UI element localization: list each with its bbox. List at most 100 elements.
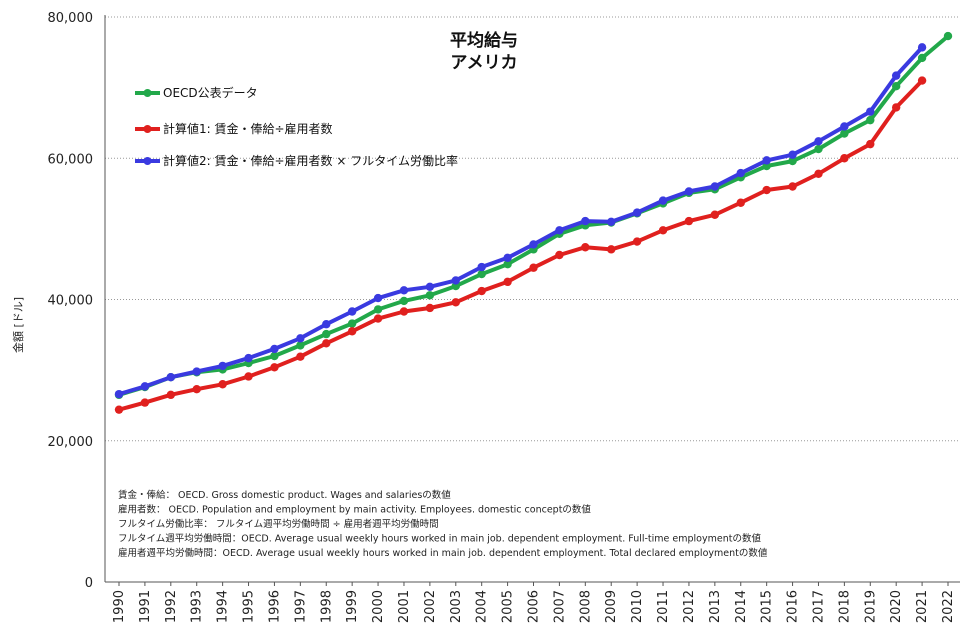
x-tick-label: 2019 xyxy=(863,590,878,623)
data-point-s2 xyxy=(373,314,383,323)
data-point-s1 xyxy=(814,144,823,154)
x-tick-label: 2016 xyxy=(786,590,801,623)
data-point-s3 xyxy=(840,122,849,131)
x-tick-label: 2006 xyxy=(527,590,542,623)
data-point-s3 xyxy=(270,344,279,354)
data-point-s3 xyxy=(529,240,538,249)
data-point-s1 xyxy=(296,341,305,350)
note-line: 雇用者週平均労働時間：OECD. Average usual weekly ho… xyxy=(118,547,768,559)
data-point-s2 xyxy=(632,237,642,246)
x-tick-label: 2007 xyxy=(552,590,567,623)
legend-marker-3 xyxy=(143,157,152,165)
x-tick-label: 1998 xyxy=(319,590,334,623)
data-point-s2 xyxy=(710,210,720,219)
x-tick-label: 1992 xyxy=(164,590,179,623)
data-point-s2 xyxy=(451,298,460,307)
legend-label-1: OECD公表データ xyxy=(163,85,258,100)
data-point-s3 xyxy=(322,320,331,329)
data-point-s2 xyxy=(581,243,590,252)
data-point-s1 xyxy=(347,319,357,328)
data-point-s3 xyxy=(425,282,435,291)
data-point-s3 xyxy=(477,262,486,272)
data-point-s1 xyxy=(891,82,901,91)
data-point-s1 xyxy=(373,305,383,314)
x-tick-label: 1996 xyxy=(267,590,282,623)
x-tick-label: 2013 xyxy=(708,590,723,623)
data-point-s1 xyxy=(917,53,927,63)
data-point-s3 xyxy=(555,226,564,235)
data-point-s3 xyxy=(244,353,253,363)
data-point-s3 xyxy=(399,286,409,295)
data-point-s2 xyxy=(399,307,409,316)
data-point-s3 xyxy=(710,182,720,191)
x-tick-label: 2003 xyxy=(449,590,464,623)
data-point-s2 xyxy=(296,352,305,361)
data-point-s3 xyxy=(658,196,668,205)
x-tick-label: 1999 xyxy=(345,590,360,623)
data-point-s2 xyxy=(607,245,616,254)
y-tick-label: 80,000 xyxy=(48,11,94,26)
data-point-s2 xyxy=(891,103,901,112)
data-point-s1 xyxy=(788,156,797,166)
data-point-s3 xyxy=(762,156,771,165)
legend-label-3: 計算値2: 賃金・俸給÷雇用者数 × フルタイム労働比率 xyxy=(163,153,458,168)
data-point-s3 xyxy=(451,276,460,285)
x-tick-label: 2001 xyxy=(397,590,412,623)
note-line: フルタイム週平均労働時間：OECD. Average usual weekly … xyxy=(118,533,761,545)
data-point-s1 xyxy=(943,31,953,41)
note-line: 賃金・俸給： OECD. Gross domestic product. Wag… xyxy=(118,489,451,501)
data-point-s3 xyxy=(891,71,901,80)
data-point-s2 xyxy=(425,303,435,313)
x-tick-label: 2005 xyxy=(501,590,516,623)
data-point-s3 xyxy=(814,137,823,146)
data-point-s3 xyxy=(114,389,124,399)
data-point-s1 xyxy=(270,351,279,361)
data-point-s3 xyxy=(218,361,227,371)
data-point-s1 xyxy=(322,329,331,339)
data-point-s2 xyxy=(736,198,745,207)
data-point-s2 xyxy=(244,372,253,381)
chart-title: 平均給与 xyxy=(450,30,518,51)
x-tick-label: 2004 xyxy=(475,590,490,623)
series-line-3 xyxy=(118,46,924,397)
note-line: フルタイム労働比率： フルタイム週平均労働時間 ÷ 雇用者週平均労働時間 xyxy=(118,518,439,530)
data-point-s2 xyxy=(814,169,823,178)
data-point-s3 xyxy=(917,43,927,52)
x-tick-label: 2015 xyxy=(760,590,775,623)
x-tick-label: 1997 xyxy=(293,590,308,623)
data-point-s2 xyxy=(192,384,201,394)
data-point-s1 xyxy=(866,115,875,125)
data-point-s2 xyxy=(917,76,927,85)
x-tick-label: 1991 xyxy=(138,590,153,623)
x-tick-label: 2008 xyxy=(578,590,593,623)
series-line-2 xyxy=(118,79,924,412)
data-point-s1 xyxy=(503,259,512,269)
data-point-s2 xyxy=(840,154,849,163)
data-point-s3 xyxy=(373,293,383,303)
data-point-s2 xyxy=(166,390,176,400)
x-tick-label: 2014 xyxy=(734,590,749,623)
x-tick-label: 2011 xyxy=(656,590,671,623)
legend-label-2: 計算値1: 賃金・俸給÷雇用者数 xyxy=(163,121,333,136)
data-point-s3 xyxy=(632,208,642,217)
data-point-s3 xyxy=(684,187,694,196)
x-tick-label: 2010 xyxy=(630,590,645,623)
data-point-s2 xyxy=(529,263,538,272)
data-point-s2 xyxy=(270,363,279,372)
data-point-s2 xyxy=(866,139,875,149)
data-point-s1 xyxy=(840,129,849,138)
x-tick-label: 1990 xyxy=(112,590,127,623)
x-tick-label: 2022 xyxy=(941,590,956,623)
x-tick-label: 2002 xyxy=(423,590,438,623)
chart-subtitle: アメリカ xyxy=(450,53,517,73)
data-point-s3 xyxy=(736,168,745,178)
x-tick-label: 1995 xyxy=(242,590,257,623)
note-line: 雇用者数： OECD. Population and employment by… xyxy=(118,504,591,516)
data-point-s2 xyxy=(762,185,771,195)
data-point-s3 xyxy=(140,382,150,391)
data-point-s2 xyxy=(347,327,357,336)
data-point-s3 xyxy=(607,217,616,227)
data-point-s3 xyxy=(581,216,590,226)
data-point-s3 xyxy=(347,307,357,316)
data-point-s3 xyxy=(296,334,305,343)
